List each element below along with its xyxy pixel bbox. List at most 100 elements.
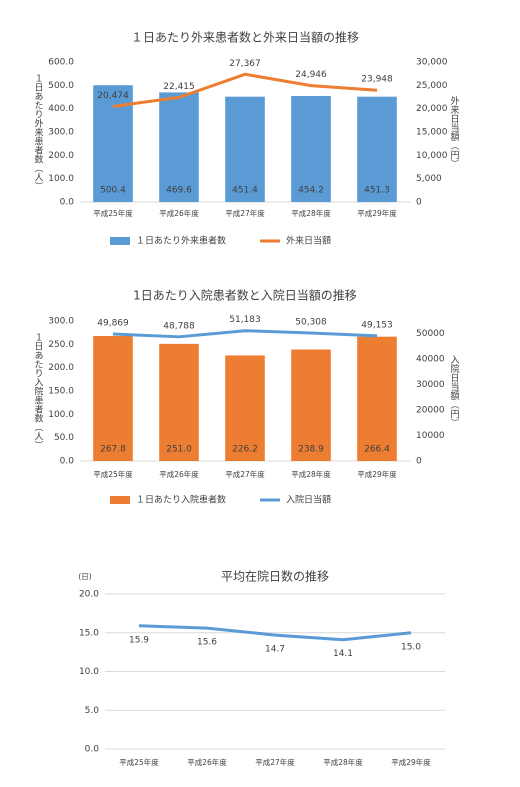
line-value-label: 50,308 xyxy=(295,317,327,327)
legend-swatch xyxy=(110,496,130,504)
bar xyxy=(357,336,397,461)
y-tick-label: 20.0 xyxy=(79,590,99,600)
y2-tick-label: 25,000 xyxy=(416,81,448,91)
y-unit: (日) xyxy=(78,572,91,581)
x-tick-label: 平成29年度 xyxy=(357,208,397,218)
y-tick-label: 100.0 xyxy=(48,410,74,420)
bar-value-label: 251.0 xyxy=(166,445,192,455)
legend-swatch xyxy=(110,237,130,245)
y-tick-label: 200.0 xyxy=(48,363,74,373)
y-axis-label: １日あたり外来患者数（人） xyxy=(33,74,44,191)
bar xyxy=(291,349,331,461)
y-tick-label: 10.0 xyxy=(79,667,99,677)
bar-value-label: 451.3 xyxy=(364,186,390,196)
bar-value-label: 266.4 xyxy=(364,445,390,455)
line xyxy=(112,329,378,339)
line-value-label: 27,367 xyxy=(229,59,261,69)
y2-tick-label: 20,000 xyxy=(416,104,448,114)
x-tick-label: 平成29年度 xyxy=(391,757,431,767)
y2-tick-label: 40000 xyxy=(416,355,445,365)
y-tick-label: 5.0 xyxy=(85,706,100,716)
line-value-label: 14.7 xyxy=(265,645,285,655)
y-tick-label: 400.0 xyxy=(48,104,74,114)
line-value-label: 15.9 xyxy=(129,635,149,645)
line-value-label: 15.0 xyxy=(401,642,421,652)
y2-tick-label: 10000 xyxy=(416,431,445,441)
y-tick-label: 300.0 xyxy=(48,317,74,327)
y-tick-label: 100.0 xyxy=(48,174,74,184)
bar xyxy=(225,96,265,202)
bar-value-label: 238.9 xyxy=(298,445,324,455)
line-value-label: 15.6 xyxy=(197,638,217,648)
bar-value-label: 469.6 xyxy=(166,186,192,196)
bar xyxy=(93,336,133,461)
bar xyxy=(159,343,199,461)
bar-value-label: 454.2 xyxy=(298,186,324,196)
bar xyxy=(225,355,265,461)
bar xyxy=(291,96,331,202)
line-value-label: 14.1 xyxy=(333,649,353,659)
y-tick-label: 200.0 xyxy=(48,151,74,161)
x-tick-label: 平成28年度 xyxy=(291,469,331,479)
y-tick-label: 500.0 xyxy=(48,81,74,91)
y2-axis-label: 外来日当額（円） xyxy=(449,95,460,168)
line-value-label: 49,869 xyxy=(97,319,129,329)
x-tick-label: 平成29年度 xyxy=(357,469,397,479)
legend-label: １日あたり外来患者数 xyxy=(136,235,226,247)
y2-tick-label: 30000 xyxy=(416,380,445,390)
y-tick-label: 300.0 xyxy=(48,128,74,138)
x-tick-label: 平成28年度 xyxy=(291,208,331,218)
x-tick-label: 平成25年度 xyxy=(93,208,133,218)
line-value-label: 48,788 xyxy=(163,321,195,331)
legend-label: 入院日当額 xyxy=(286,494,331,506)
y2-tick-label: 0 xyxy=(416,198,422,208)
legend-label: １日あたり入院患者数 xyxy=(136,494,226,506)
chart-title: 1日あたり入院患者数と入院日当額の推移 xyxy=(133,288,357,303)
y2-tick-label: 50000 xyxy=(416,329,445,339)
y-tick-label: 150.0 xyxy=(48,387,74,397)
x-tick-label: 平成28年度 xyxy=(323,757,363,767)
line xyxy=(112,72,378,108)
y2-tick-label: 5,000 xyxy=(416,174,442,184)
chart-title: １日あたり外来患者数と外来日当額の推移 xyxy=(131,30,359,45)
line-value-label: 51,183 xyxy=(229,315,261,325)
bar-value-label: 226.2 xyxy=(232,445,258,455)
legend-label: 外来日当額 xyxy=(286,235,331,247)
y-tick-label: 0.0 xyxy=(60,198,75,208)
line-value-label: 23,948 xyxy=(361,75,393,85)
y-tick-label: 600.0 xyxy=(48,58,74,68)
x-tick-label: 平成26年度 xyxy=(159,469,199,479)
line-value-label: 20,474 xyxy=(97,91,129,101)
x-tick-label: 平成26年度 xyxy=(159,208,199,218)
x-tick-label: 平成25年度 xyxy=(93,469,133,479)
y-tick-label: 0.0 xyxy=(85,745,100,755)
bar xyxy=(93,85,133,202)
y-tick-label: 0.0 xyxy=(60,457,75,467)
x-tick-label: 平成27年度 xyxy=(225,469,265,479)
bar xyxy=(159,92,199,202)
y2-axis-label: 入院日当額（円） xyxy=(449,355,460,427)
y-tick-label: 250.0 xyxy=(48,340,74,350)
bar xyxy=(357,96,397,202)
y2-tick-label: 30,000 xyxy=(416,58,448,68)
y-tick-label: 15.0 xyxy=(79,628,99,638)
chart-title: 平均在院日数の推移 xyxy=(221,569,329,584)
x-tick-label: 平成26年度 xyxy=(187,757,227,767)
x-tick-label: 平成25年度 xyxy=(119,757,159,767)
line xyxy=(138,624,412,642)
y-axis-label: １日あたり入院患者数（人） xyxy=(33,333,44,450)
bar-value-label: 267.8 xyxy=(100,445,126,455)
bar-value-label: 500.4 xyxy=(100,186,126,196)
x-tick-label: 平成27年度 xyxy=(225,208,265,218)
x-tick-label: 平成27年度 xyxy=(255,757,295,767)
y2-tick-label: 15,000 xyxy=(416,128,448,138)
line-value-label: 22,415 xyxy=(163,82,195,92)
y2-tick-label: 0 xyxy=(416,457,422,467)
bar-value-label: 451.4 xyxy=(232,186,258,196)
y2-tick-label: 10,000 xyxy=(416,151,448,161)
y2-tick-label: 20000 xyxy=(416,406,445,416)
line-value-label: 24,946 xyxy=(295,70,327,80)
y-tick-label: 50.0 xyxy=(54,433,74,443)
line-value-label: 49,153 xyxy=(361,320,393,330)
